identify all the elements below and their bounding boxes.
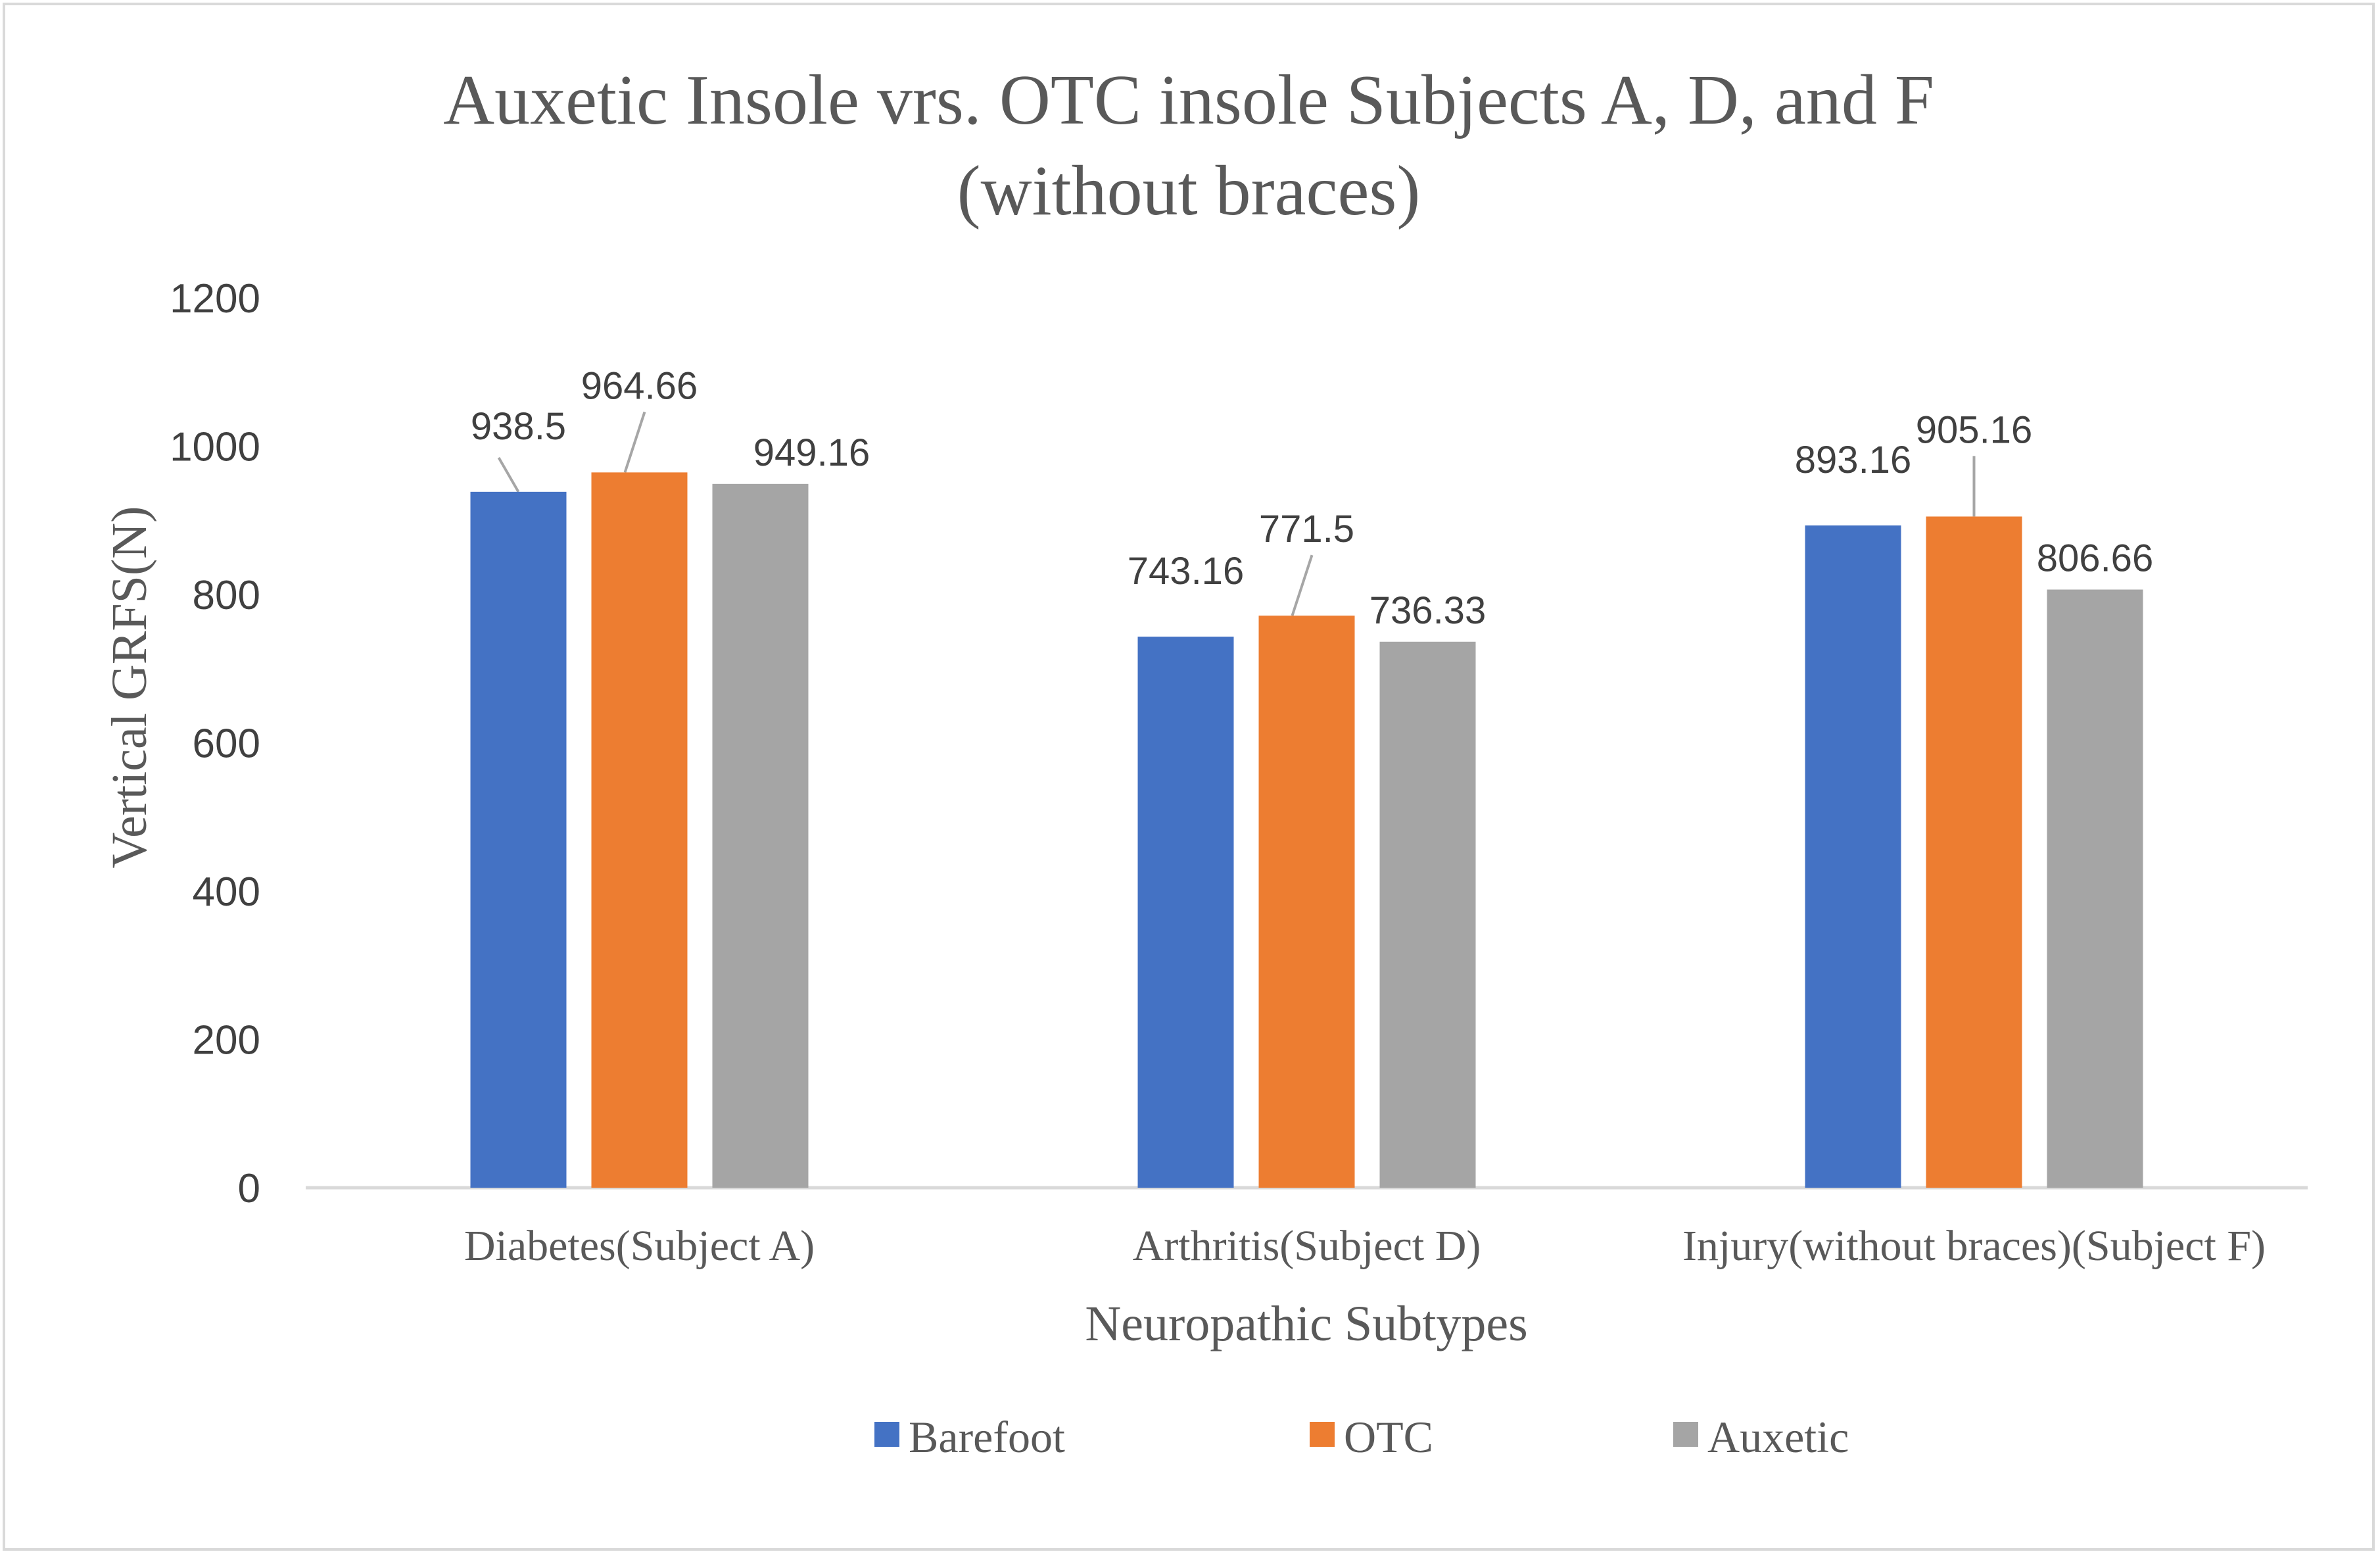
x-tick-label: Arthritis(Subject D) bbox=[1133, 1222, 1481, 1270]
y-axis-title: Vertical GRFS(N) bbox=[102, 506, 157, 869]
data-label-auxetic-1: 949.16 bbox=[753, 431, 870, 474]
y-tick-label: 600 bbox=[193, 721, 260, 767]
legend: Barefoot OTC Auxetic bbox=[874, 1412, 1849, 1462]
y-tick-label: 1000 bbox=[170, 425, 260, 470]
x-tick-label: Injury(without braces)(Subject F) bbox=[1682, 1222, 2266, 1270]
data-label-otc-3: 905.16 bbox=[1916, 408, 2032, 451]
legend-swatch-barefoot bbox=[874, 1422, 899, 1447]
data-label-otc-1: 964.66 bbox=[581, 364, 698, 407]
data-label-barefoot-2: 743.16 bbox=[1128, 550, 1244, 593]
legend-swatch-auxetic bbox=[1673, 1422, 1698, 1447]
data-label-barefoot-1: 938.5 bbox=[471, 405, 566, 448]
bar-auxetic-2 bbox=[1379, 641, 1476, 1188]
y-tick-label: 200 bbox=[193, 1018, 260, 1063]
data-label-barefoot-3: 893.16 bbox=[1795, 439, 1911, 481]
y-tick-label: 800 bbox=[193, 573, 260, 618]
bar-barefoot-2 bbox=[1137, 637, 1234, 1188]
chart-title: Auxetic Insole vrs. OTC insole Subjects … bbox=[443, 61, 1934, 230]
bar-barefoot-1 bbox=[470, 491, 567, 1188]
y-axis-tick-labels: 0 200 400 600 800 1000 1200 bbox=[170, 276, 260, 1211]
bar-otc-3 bbox=[1926, 516, 2022, 1188]
legend-label-otc: OTC bbox=[1344, 1412, 1433, 1462]
x-axis-title: Neuropathic Subtypes bbox=[1085, 1296, 1527, 1351]
leader-line-otc-2 bbox=[1291, 554, 1314, 616]
data-label-auxetic-3: 806.66 bbox=[2037, 537, 2153, 579]
bar-otc-1 bbox=[591, 472, 688, 1188]
x-tick-label: Diabetes(Subject A) bbox=[464, 1222, 815, 1270]
legend-label-barefoot: Barefoot bbox=[909, 1412, 1065, 1462]
data-label-leader-lines bbox=[497, 411, 1976, 616]
data-label-auxetic-2: 736.33 bbox=[1369, 589, 1486, 632]
data-label-otc-2: 771.5 bbox=[1259, 508, 1354, 550]
x-axis-tick-labels: Diabetes(Subject A) Arthritis(Subject D) I… bbox=[464, 1222, 2266, 1270]
y-tick-label: 400 bbox=[193, 869, 260, 915]
legend-swatch-otc bbox=[1310, 1422, 1335, 1447]
bar-barefoot-3 bbox=[1805, 525, 1901, 1188]
bars bbox=[470, 472, 2143, 1188]
y-tick-label: 0 bbox=[238, 1166, 260, 1211]
leader-line-otc-1 bbox=[623, 411, 646, 473]
chart-title-line-1: Auxetic Insole vrs. OTC insole Subjects … bbox=[443, 61, 1934, 139]
data-labels: 938.5 964.66 949.16 743.16 771.5 736.33 893.16… bbox=[471, 364, 2153, 631]
bar-auxetic-3 bbox=[2047, 589, 2143, 1188]
bar-auxetic-1 bbox=[712, 483, 809, 1188]
bar-otc-2 bbox=[1258, 616, 1355, 1188]
y-tick-label: 1200 bbox=[170, 276, 260, 322]
chart-title-line-2: (without braces) bbox=[957, 152, 1421, 230]
legend-label-auxetic: Auxetic bbox=[1707, 1412, 1849, 1462]
leader-line-barefoot-1 bbox=[497, 456, 520, 493]
